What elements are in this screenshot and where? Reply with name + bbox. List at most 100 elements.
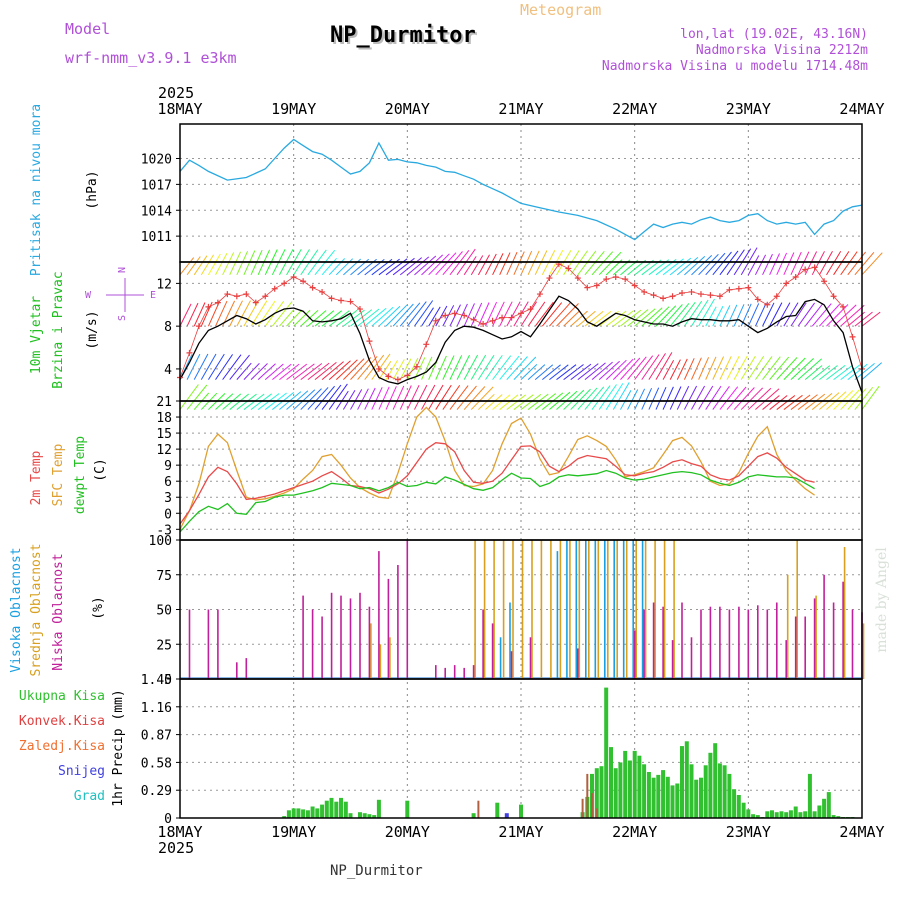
- wind-barb: [719, 250, 739, 276]
- precip-total-bar: [627, 760, 632, 818]
- wind-barb: [826, 365, 846, 381]
- wind-barb: [193, 302, 206, 327]
- precip-total-bar: [305, 810, 310, 818]
- legend-conv-rain: Konvek.Kisa: [19, 714, 105, 729]
- y-tick-label: 15: [156, 427, 172, 442]
- wind-barb: [506, 356, 528, 380]
- precip-total-bar: [623, 750, 628, 818]
- y-tick-label: 6: [164, 475, 172, 490]
- wind-barb: [627, 309, 649, 327]
- precip-total-bar: [495, 802, 500, 818]
- precip-total-bar: [609, 747, 613, 818]
- wind-barb: [314, 385, 335, 410]
- precip-total-bar: [348, 813, 353, 818]
- wind-barb: [854, 251, 875, 276]
- wind-barb: [407, 256, 430, 276]
- precip-total-bar: [746, 809, 751, 818]
- wind-barb: [499, 252, 511, 276]
- wind-barb: [342, 390, 356, 410]
- wind-barb: [691, 299, 709, 327]
- wind-barb: [541, 302, 563, 327]
- wind-barb: [435, 355, 447, 380]
- wind-barb: [641, 387, 653, 410]
- wind-barb: [492, 355, 512, 380]
- wind-barb: [833, 364, 854, 381]
- wind-barb: [286, 390, 309, 410]
- wind-barb: [421, 254, 444, 276]
- wind-barb: [527, 393, 549, 410]
- wind-barb: [534, 364, 554, 380]
- wind-barb: [236, 300, 251, 327]
- precip-total-bar: [296, 808, 301, 818]
- wind-barb: [790, 251, 802, 276]
- wind-barb: [676, 257, 699, 276]
- wind-barb: [243, 393, 265, 410]
- precip-total-bar: [324, 800, 329, 818]
- precip-total-bar: [604, 687, 609, 818]
- precip-total-bar: [822, 798, 827, 818]
- wind-barb: [328, 258, 346, 276]
- wind-barb: [790, 358, 814, 380]
- wind-barb: [747, 355, 765, 380]
- wind-barb: [698, 253, 719, 276]
- wind-barb: [541, 364, 561, 381]
- wind-barb: [733, 355, 748, 380]
- wind-barb: [712, 251, 732, 276]
- wind-barb: [584, 386, 605, 410]
- wind-barb: [641, 307, 663, 327]
- wind-barb: [584, 250, 605, 276]
- precip-total-bar: [661, 770, 666, 818]
- wind-barb: [328, 383, 348, 410]
- wind-barb: [186, 384, 208, 410]
- wind-barb: [755, 356, 773, 380]
- wind-barb: [428, 253, 450, 276]
- wind-barb: [762, 253, 773, 276]
- precip-total-bar: [684, 741, 689, 818]
- wind-barb: [769, 302, 783, 327]
- wind-barb: [470, 386, 494, 410]
- wind-barb: [705, 306, 717, 327]
- precip-total-bar: [784, 812, 789, 818]
- precip-total-bar: [732, 789, 737, 818]
- wind-barb: [442, 251, 463, 276]
- bottom-date-tick: 21MAY: [498, 823, 543, 841]
- wind-barb: [506, 301, 521, 327]
- wind-barb: [520, 250, 533, 276]
- model-label: Model: [65, 20, 110, 38]
- wind-barb: [740, 355, 756, 380]
- wind-barb: [783, 252, 795, 276]
- wind-barb: [769, 253, 780, 276]
- y-tick-label: 1.16: [141, 701, 172, 716]
- precip-total-bar: [599, 766, 604, 818]
- wind-barb: [662, 386, 674, 410]
- precip-total-bar: [717, 763, 722, 818]
- wind-barb: [200, 254, 215, 276]
- precip-total-bar: [722, 765, 727, 818]
- wind-barb: [790, 302, 807, 327]
- wind-barb: [577, 363, 599, 381]
- wind-barb: [435, 252, 457, 276]
- y-tick-label: 75: [156, 569, 172, 584]
- wind-barb: [435, 384, 452, 410]
- gust-series: [179, 263, 863, 381]
- wind-barb: [335, 359, 358, 380]
- y-tick-label: 0.87: [141, 729, 172, 744]
- wind-barb: [840, 251, 858, 276]
- wind-barb: [485, 394, 503, 410]
- wind-barb: [399, 358, 412, 380]
- wind-barb: [712, 356, 725, 380]
- bottom-date-tick: 18MAY: [157, 823, 202, 841]
- wind-barb: [406, 384, 420, 410]
- precip-total-bar: [358, 812, 362, 818]
- wind-barb: [861, 362, 883, 380]
- wind-barb: [840, 364, 861, 381]
- wind-barb: [655, 305, 677, 327]
- wind-barb: [449, 355, 463, 380]
- wind-barb: [456, 385, 477, 410]
- precip-total-bar: [637, 755, 642, 818]
- precip-conv-bar: [591, 793, 593, 818]
- wind-barb: [335, 258, 354, 276]
- precip-total-bar: [807, 773, 812, 818]
- bottom-date-tick: 19MAY: [271, 823, 316, 841]
